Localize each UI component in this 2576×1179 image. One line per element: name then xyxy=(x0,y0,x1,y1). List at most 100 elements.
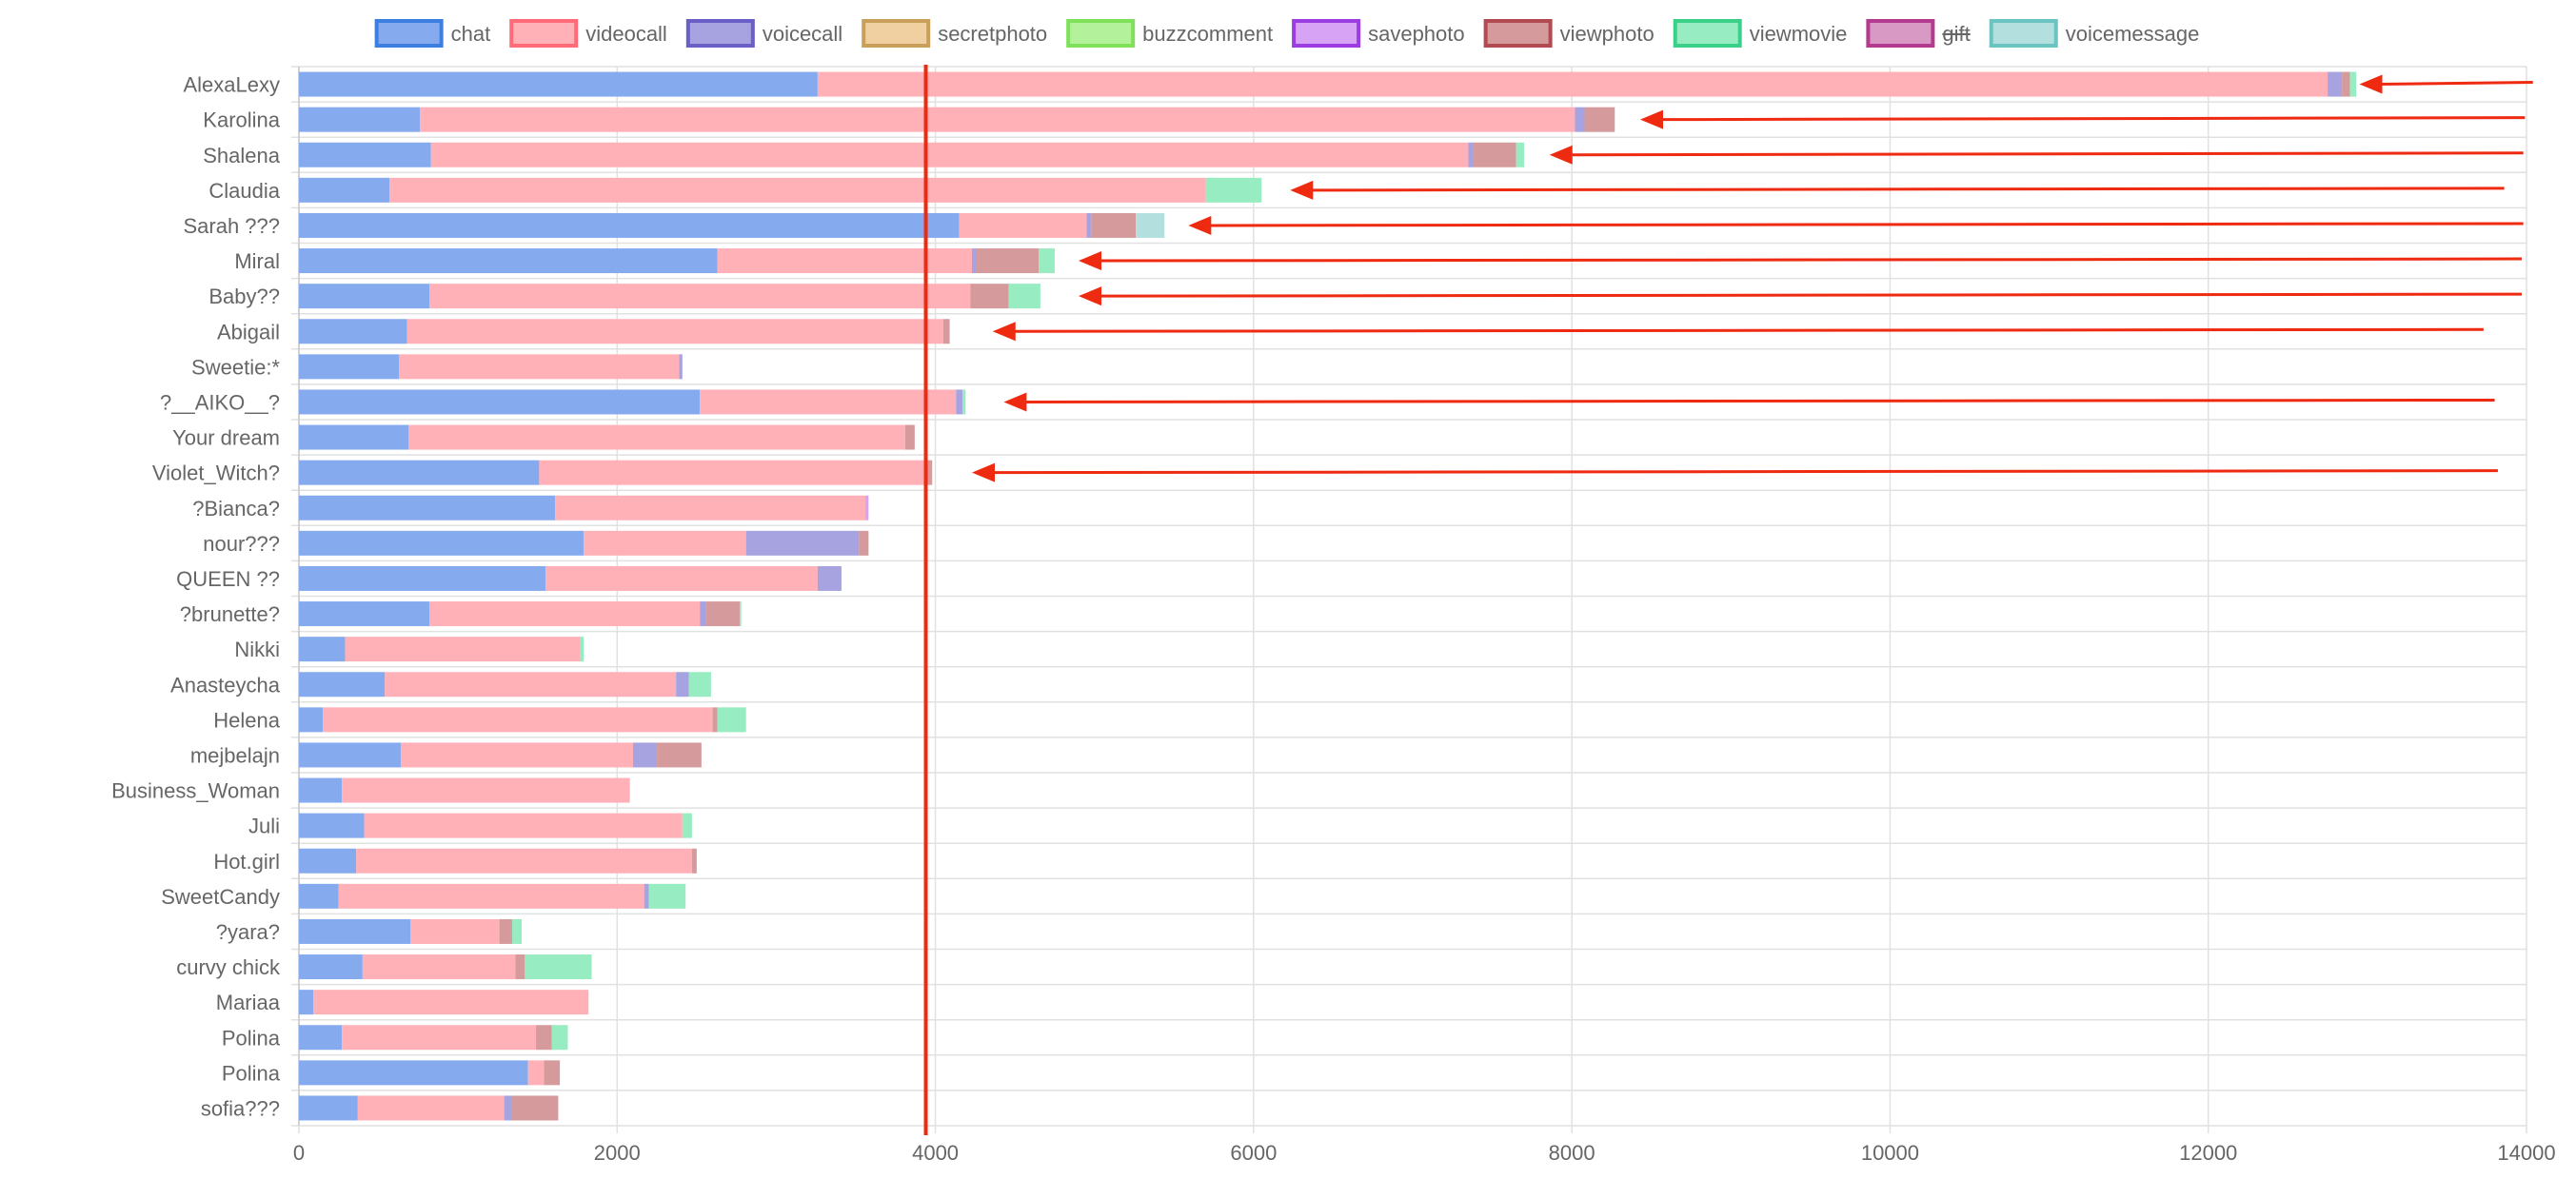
x-tick-label: 10000 xyxy=(1861,1141,1919,1165)
legend-swatch-buzzcomment[interactable] xyxy=(1066,19,1136,48)
bar-segment-voicecall xyxy=(679,354,683,380)
bar-segment-viewphoto xyxy=(859,530,869,556)
bar-segment-videocall xyxy=(408,424,905,450)
legend-swatch-viewmovie[interactable] xyxy=(1673,19,1742,48)
bar-segment-videocall xyxy=(429,284,971,309)
bar-segment-videocall xyxy=(345,637,581,662)
bar-segment-chat xyxy=(299,813,365,838)
annotation-arrow-shaft xyxy=(1207,222,2524,227)
bar-segment-videocall xyxy=(717,248,973,274)
bar-segment-chat xyxy=(299,1060,528,1086)
bar-segment-viewmovie xyxy=(511,918,522,944)
bar-segment-voicecall xyxy=(700,601,706,627)
bar-segment-chat xyxy=(299,71,818,97)
annotation-arrow-head xyxy=(992,322,1016,342)
y-tick-label: Karolina xyxy=(203,108,280,132)
y-tick-label: sofia??? xyxy=(201,1096,280,1120)
legend-swatch-secretphoto[interactable] xyxy=(862,19,931,48)
legend-swatch-gift[interactable] xyxy=(1866,19,1935,48)
bar-segment-chat xyxy=(299,990,314,1015)
x-tick-label: 8000 xyxy=(1549,1141,1595,1165)
annotation-arrow-head xyxy=(1079,286,1101,306)
bar-segment-voicecall xyxy=(504,1095,512,1121)
bar-segment-viewmovie xyxy=(1516,142,1524,167)
y-tick-label: Polina xyxy=(222,1026,281,1050)
x-tick-label: 12000 xyxy=(2179,1141,2237,1165)
legend-label-voicemessage[interactable]: voicemessage xyxy=(2066,22,2200,46)
bar-segment-chat xyxy=(299,530,585,556)
legend-label-videocall[interactable]: videocall xyxy=(585,22,667,46)
bar-segment-viewmovie xyxy=(2349,71,2357,97)
bar-segment-savephoto xyxy=(865,495,869,521)
bar-segment-videocall xyxy=(545,565,818,591)
bar-segment-viewmovie xyxy=(688,672,711,698)
legend-swatch-voicecall[interactable] xyxy=(685,19,755,48)
bar-segment-viewmovie xyxy=(682,813,692,838)
annotation-arrow-shaft xyxy=(1659,116,2526,122)
legend-swatch-savephoto[interactable] xyxy=(1292,19,1361,48)
bar-segment-videocall xyxy=(342,1025,537,1051)
bar-segment-viewphoto xyxy=(657,742,702,768)
bar-segment-chat xyxy=(299,707,324,733)
bar-segment-viewphoto xyxy=(2342,71,2350,97)
y-tick-label: Juli xyxy=(248,815,280,838)
bar-segment-videocall xyxy=(555,495,866,521)
bar-segment-viewmovie xyxy=(1039,248,1055,274)
legend-swatch-voicemessage[interactable] xyxy=(1989,19,2058,48)
legend-swatch-chat[interactable] xyxy=(374,19,444,48)
bar-segment-viewmovie xyxy=(739,601,742,627)
bar-segment-chat xyxy=(299,248,718,274)
legend-label-viewmovie[interactable]: viewmovie xyxy=(1750,22,1848,46)
y-tick-label: Helena xyxy=(213,708,280,732)
legend-label-viewphoto[interactable]: viewphoto xyxy=(1560,22,1655,46)
y-tick-label: Your dream xyxy=(172,426,280,450)
annotation-arrow-head xyxy=(1003,392,1027,412)
bar-segment-viewphoto xyxy=(705,601,740,627)
y-tick-label: SweetCandy xyxy=(161,885,280,909)
legend-label-savephoto[interactable]: savephoto xyxy=(1368,22,1465,46)
bar-segment-videocall xyxy=(527,1060,545,1086)
bar-segment-videocall xyxy=(700,389,957,415)
legend-label-buzzcomment[interactable]: buzzcomment xyxy=(1142,22,1273,46)
annotation-arrow-shaft xyxy=(1022,398,2495,403)
bar-segment-viewmovie xyxy=(1205,177,1262,203)
y-tick-label: Polina xyxy=(222,1061,281,1085)
bar-segment-voicecall xyxy=(956,389,962,415)
bar-segment-viewmovie xyxy=(525,954,592,980)
x-tick-label: 4000 xyxy=(912,1141,959,1165)
y-tick-label: Baby?? xyxy=(208,285,280,308)
bar-segment-chat xyxy=(299,142,431,167)
bar-segment-videocall xyxy=(389,177,1206,203)
legend-swatch-viewphoto[interactable] xyxy=(1483,19,1553,48)
bar-segment-voicecall xyxy=(2328,71,2343,97)
x-tick-label: 14000 xyxy=(2497,1141,2555,1165)
bar-segment-videocall xyxy=(429,601,701,627)
legend-label-secretphoto[interactable]: secretphoto xyxy=(938,22,1047,46)
legend-label-voicecall[interactable]: voicecall xyxy=(763,22,842,46)
y-tick-label: Nikki xyxy=(234,638,280,661)
bar-segment-viewphoto xyxy=(712,707,718,733)
bar-segment-chat xyxy=(299,918,410,944)
y-tick-label: ?__AIKO__? xyxy=(160,390,280,414)
y-tick-label: Sweetie:* xyxy=(191,355,280,379)
bar-segment-videocall xyxy=(385,672,677,698)
bar-segment-videocall xyxy=(539,460,928,485)
legend-swatch-videocall[interactable] xyxy=(509,19,579,48)
bar-segment-videocall xyxy=(357,1095,505,1121)
bar-segment-viewmovie xyxy=(580,637,585,662)
bar-segment-videocall xyxy=(400,742,633,768)
bar-segment-viewphoto xyxy=(942,319,950,344)
bar-segment-voicemessage xyxy=(1136,212,1165,238)
bar-segment-videocall xyxy=(313,990,589,1015)
annotation-arrow-shaft xyxy=(1568,151,2524,157)
bar-segment-chat xyxy=(299,460,540,485)
y-tick-label: nour??? xyxy=(203,532,280,556)
bar-segment-videocall xyxy=(584,530,746,556)
y-tick-label: Sarah ??? xyxy=(183,214,280,238)
bar-segment-chat xyxy=(299,389,701,415)
legend-label-chat[interactable]: chat xyxy=(451,22,491,46)
bar-segment-chat xyxy=(299,284,430,309)
bar-segment-viewphoto xyxy=(544,1060,561,1086)
y-tick-label: Mariaa xyxy=(216,991,281,1014)
